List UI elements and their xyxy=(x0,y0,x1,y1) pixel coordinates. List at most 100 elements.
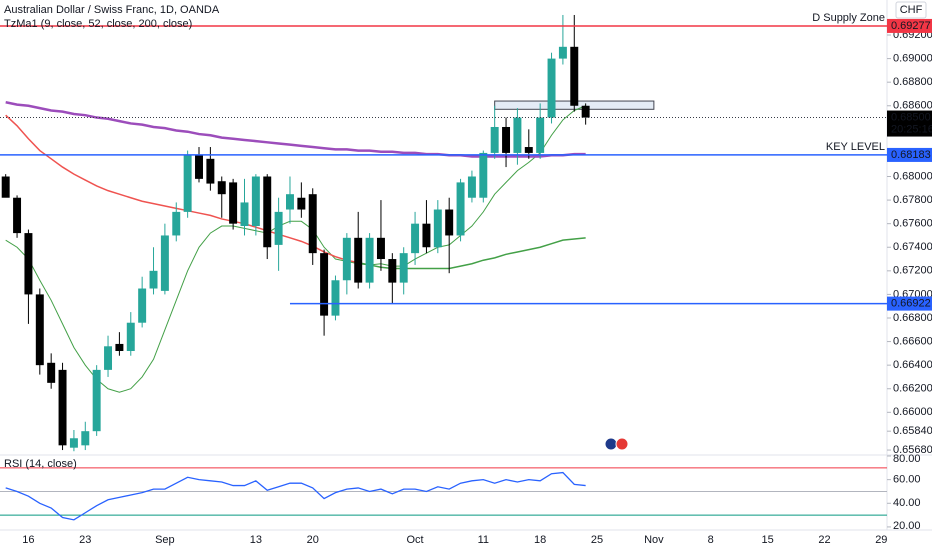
candle-body xyxy=(411,223,420,254)
candle-body xyxy=(115,343,124,352)
candle-body xyxy=(445,209,454,236)
level-price-box xyxy=(887,296,932,311)
x-tick-label: 22 xyxy=(818,534,830,546)
candle-body xyxy=(297,197,306,210)
y-tick-label: 80.00 xyxy=(893,453,921,465)
level-price-box xyxy=(887,147,932,162)
level-text: KEY LEVEL xyxy=(826,141,885,153)
candle-body xyxy=(69,438,78,448)
x-tick-label: 20 xyxy=(307,534,319,546)
x-tick-label: 8 xyxy=(708,534,714,546)
y-tick-label: 0.68000 xyxy=(893,170,932,182)
x-tick-label: 16 xyxy=(22,534,34,546)
x-tick-label: 23 xyxy=(79,534,91,546)
candle-body xyxy=(47,362,56,383)
candle-body xyxy=(308,194,317,254)
candle-body xyxy=(570,46,579,106)
candle-body xyxy=(547,58,556,118)
level-text: D Supply Zone xyxy=(812,12,885,24)
candle-body xyxy=(81,431,90,446)
candle-body xyxy=(456,182,465,236)
candle-body xyxy=(513,117,522,153)
y-tick-label: 0.69000 xyxy=(893,53,932,65)
candle-body xyxy=(229,182,238,224)
x-tick-label: 29 xyxy=(875,534,887,546)
y-tick-label: 60.00 xyxy=(893,474,921,486)
candle-body xyxy=(195,155,203,179)
candle-body xyxy=(263,176,272,248)
y-tick-label: 0.67600 xyxy=(893,218,932,230)
x-tick-label: Nov xyxy=(644,534,664,546)
candle-body xyxy=(217,181,226,195)
y-tick-label: 0.66200 xyxy=(893,383,932,395)
currency[interactable]: CHF xyxy=(900,4,923,16)
candle-body xyxy=(138,288,147,323)
candle-body xyxy=(376,237,385,260)
level-price-label: 0.66922 xyxy=(891,298,931,310)
candle-body xyxy=(331,280,340,316)
x-tick-label: 25 xyxy=(591,534,603,546)
y-tick-label: 0.67800 xyxy=(893,194,932,206)
candle-body xyxy=(490,126,499,153)
indicator-label: TzMa1 (9, close, 52, close, 200, close) xyxy=(4,18,192,30)
candle-body xyxy=(365,237,374,283)
level-price-label: 0.68183 xyxy=(891,149,931,161)
candle-body xyxy=(183,155,192,212)
y-tick-label: 0.68600 xyxy=(893,100,932,112)
candle-body xyxy=(149,270,158,289)
y-tick-label: 0.66800 xyxy=(893,312,932,324)
x-tick-label: Sep xyxy=(155,534,175,546)
series-line xyxy=(5,114,359,264)
candle-body xyxy=(388,259,397,283)
candle-body xyxy=(342,237,351,281)
candle-body xyxy=(240,202,249,227)
candle-body xyxy=(274,211,283,245)
y-tick-label: 0.66000 xyxy=(893,406,932,418)
candle-body xyxy=(92,369,101,432)
y-tick-label: 0.68800 xyxy=(893,76,932,88)
series-line xyxy=(5,471,586,521)
candle-body xyxy=(320,253,329,316)
currency-box[interactable] xyxy=(895,1,927,19)
candle-body xyxy=(422,223,431,248)
y-tick-label: 0.67400 xyxy=(893,241,932,253)
candle-body xyxy=(399,253,408,283)
y-tick-label: 0.66600 xyxy=(893,335,932,347)
candle-body xyxy=(558,46,567,59)
candle-body xyxy=(433,209,442,248)
countdown-label: 20:25:16 xyxy=(891,123,932,135)
candle-body xyxy=(172,211,181,236)
candle-body xyxy=(126,322,135,352)
x-tick-label: 11 xyxy=(478,534,489,546)
candle-body xyxy=(467,176,476,198)
flag-icon xyxy=(615,437,629,451)
candle-body xyxy=(581,105,590,118)
candle-body xyxy=(58,369,67,446)
x-tick-label: 18 xyxy=(534,534,546,546)
x-tick-label: Oct xyxy=(407,534,424,546)
level-price-box xyxy=(887,18,932,33)
chart-title: Australian Dollar / Swiss Franc, 1D, OAN… xyxy=(4,4,220,16)
y-tick-label: 0.65680 xyxy=(893,444,932,456)
rsi-title: RSI (14, close) xyxy=(4,458,77,470)
candle-body xyxy=(524,147,533,153)
y-tick-label: 0.67200 xyxy=(893,265,932,277)
candle-body xyxy=(35,294,44,366)
flag-icon xyxy=(604,437,618,451)
candle-body xyxy=(160,235,169,291)
current-price-box xyxy=(887,110,932,137)
x-tick-label: 13 xyxy=(250,534,262,546)
candle-body xyxy=(104,346,113,370)
candle-body xyxy=(13,197,22,234)
candle-body xyxy=(206,158,215,184)
candle-body xyxy=(479,152,488,198)
candle-body xyxy=(354,237,363,283)
candle-body xyxy=(502,126,511,153)
y-tick-label: 20.00 xyxy=(893,520,921,532)
candle-body xyxy=(1,176,10,198)
candle-body xyxy=(24,233,33,295)
series-line xyxy=(5,100,586,158)
plot: 0.692000.690000.688000.686000.680000.678… xyxy=(0,12,932,546)
y-tick-label: 40.00 xyxy=(893,497,921,509)
